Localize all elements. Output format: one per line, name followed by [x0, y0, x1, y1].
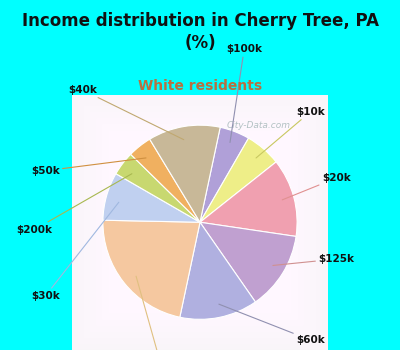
Wedge shape [103, 174, 200, 222]
Text: $20k: $20k [282, 173, 350, 200]
Wedge shape [116, 154, 200, 222]
Text: $10k: $10k [256, 107, 325, 158]
Text: Income distribution in Cherry Tree, PA
(%): Income distribution in Cherry Tree, PA (… [22, 12, 378, 52]
Text: $60k: $60k [219, 304, 325, 345]
Wedge shape [103, 220, 200, 317]
Text: $125k: $125k [273, 254, 354, 265]
Wedge shape [180, 222, 256, 319]
Wedge shape [200, 162, 297, 237]
Wedge shape [150, 125, 220, 222]
Text: $40k: $40k [68, 85, 184, 140]
Text: $30k: $30k [31, 202, 119, 301]
Wedge shape [200, 138, 276, 222]
Text: $75k: $75k [136, 276, 185, 350]
Text: White residents: White residents [138, 79, 262, 93]
Text: $200k: $200k [16, 174, 132, 234]
Text: $100k: $100k [226, 44, 262, 142]
Wedge shape [200, 222, 296, 302]
Wedge shape [200, 127, 248, 222]
Text: $50k: $50k [31, 158, 146, 176]
Wedge shape [131, 139, 200, 222]
Text: City-Data.com: City-Data.com [227, 121, 291, 130]
